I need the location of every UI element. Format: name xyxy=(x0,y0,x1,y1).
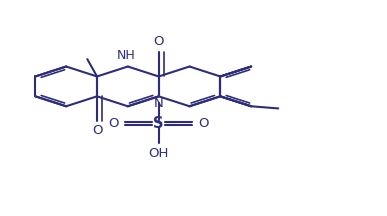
Text: O: O xyxy=(108,117,119,130)
Text: O: O xyxy=(153,35,164,48)
Text: N: N xyxy=(154,97,164,110)
Text: O: O xyxy=(92,124,102,137)
Text: OH: OH xyxy=(149,147,169,160)
Text: O: O xyxy=(199,117,209,130)
Text: NH: NH xyxy=(116,49,135,62)
Text: S: S xyxy=(153,116,164,131)
